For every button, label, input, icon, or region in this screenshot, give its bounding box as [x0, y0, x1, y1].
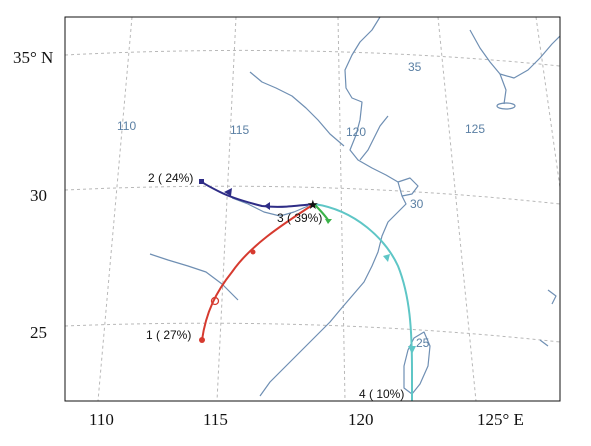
lat-30-line: [65, 185, 560, 205]
plot-frame: [64, 16, 561, 402]
korea-coast: [469, 29, 560, 79]
x-label-120: 120: [348, 410, 374, 429]
lat-35-line: [65, 49, 560, 67]
north-coast: [259, 17, 407, 397]
coast-fragment-b: [539, 339, 549, 347]
taiwan-coast: [403, 331, 431, 395]
trajectory-cluster-2: [199, 179, 315, 210]
trajectory-2-line: [201, 181, 315, 208]
trajectory-1-end-marker: [199, 337, 205, 343]
trajectory-cluster-4: [313, 203, 416, 401]
y-label-25: 25: [30, 323, 47, 342]
lon-120-line: [337, 17, 346, 401]
cluster-label-3: 3 ( 39%): [277, 211, 322, 225]
grid-label-lat-30: 30: [410, 197, 424, 211]
coast-fragment-a: [547, 289, 557, 305]
grid-label-lon-120: 120: [346, 125, 366, 139]
lon-115-line: [216, 17, 237, 401]
inner-coast-detail: [359, 115, 389, 161]
grid-label-lat-35: 35: [408, 60, 422, 74]
lon-110-line: [97, 17, 133, 401]
river-2: [231, 197, 309, 217]
korea-west: [499, 73, 507, 105]
trajectory-4-line: [313, 203, 413, 401]
cluster-label-2: 2 ( 24%): [148, 171, 193, 185]
jeju-island: [496, 102, 516, 110]
origin-star-icon: ★: [307, 198, 319, 213]
trajectory-3-line: [313, 203, 329, 221]
trajectory-cluster-1: [199, 203, 315, 343]
river-3: [149, 253, 239, 301]
y-label-35: 35° N: [13, 48, 53, 67]
trajectory-2-arrow-b: [264, 202, 270, 210]
longitude-gridlines: [97, 17, 560, 401]
latitude-gridlines: [65, 49, 560, 343]
trajectory-1-ring-marker: [210, 296, 220, 306]
trajectory-3-end-marker: [325, 219, 332, 224]
x-label-125: 125° E: [477, 410, 524, 429]
bay-detail: [397, 177, 419, 197]
lon-125-line: [437, 17, 477, 401]
lat-25-line: [65, 322, 560, 343]
trajectory-1-marker: [250, 249, 256, 255]
grid-label-lon-110: 110: [117, 119, 136, 133]
river-1: [249, 71, 345, 147]
coastline: [149, 17, 560, 397]
cluster-label-1: 1 ( 27%): [146, 328, 191, 342]
trajectory-cluster-3: [313, 203, 332, 224]
x-label-110: 110: [89, 410, 114, 429]
trajectory-2-arrow: [224, 188, 232, 196]
y-label-30: 30: [30, 186, 47, 205]
trajectory-1-line: [201, 203, 315, 341]
grid-label-lon-125: 125: [465, 122, 485, 136]
grid-label-lon-115: 115: [230, 123, 249, 137]
grid-label-lat-25: 25: [416, 336, 430, 350]
trajectory-4-arrow: [408, 346, 416, 354]
trajectory-4-arrow-b: [383, 254, 390, 262]
trajectory-2-end-marker: [199, 179, 204, 184]
cluster-label-4: 4 ( 10%): [359, 387, 404, 401]
x-label-115: 115: [203, 410, 228, 429]
